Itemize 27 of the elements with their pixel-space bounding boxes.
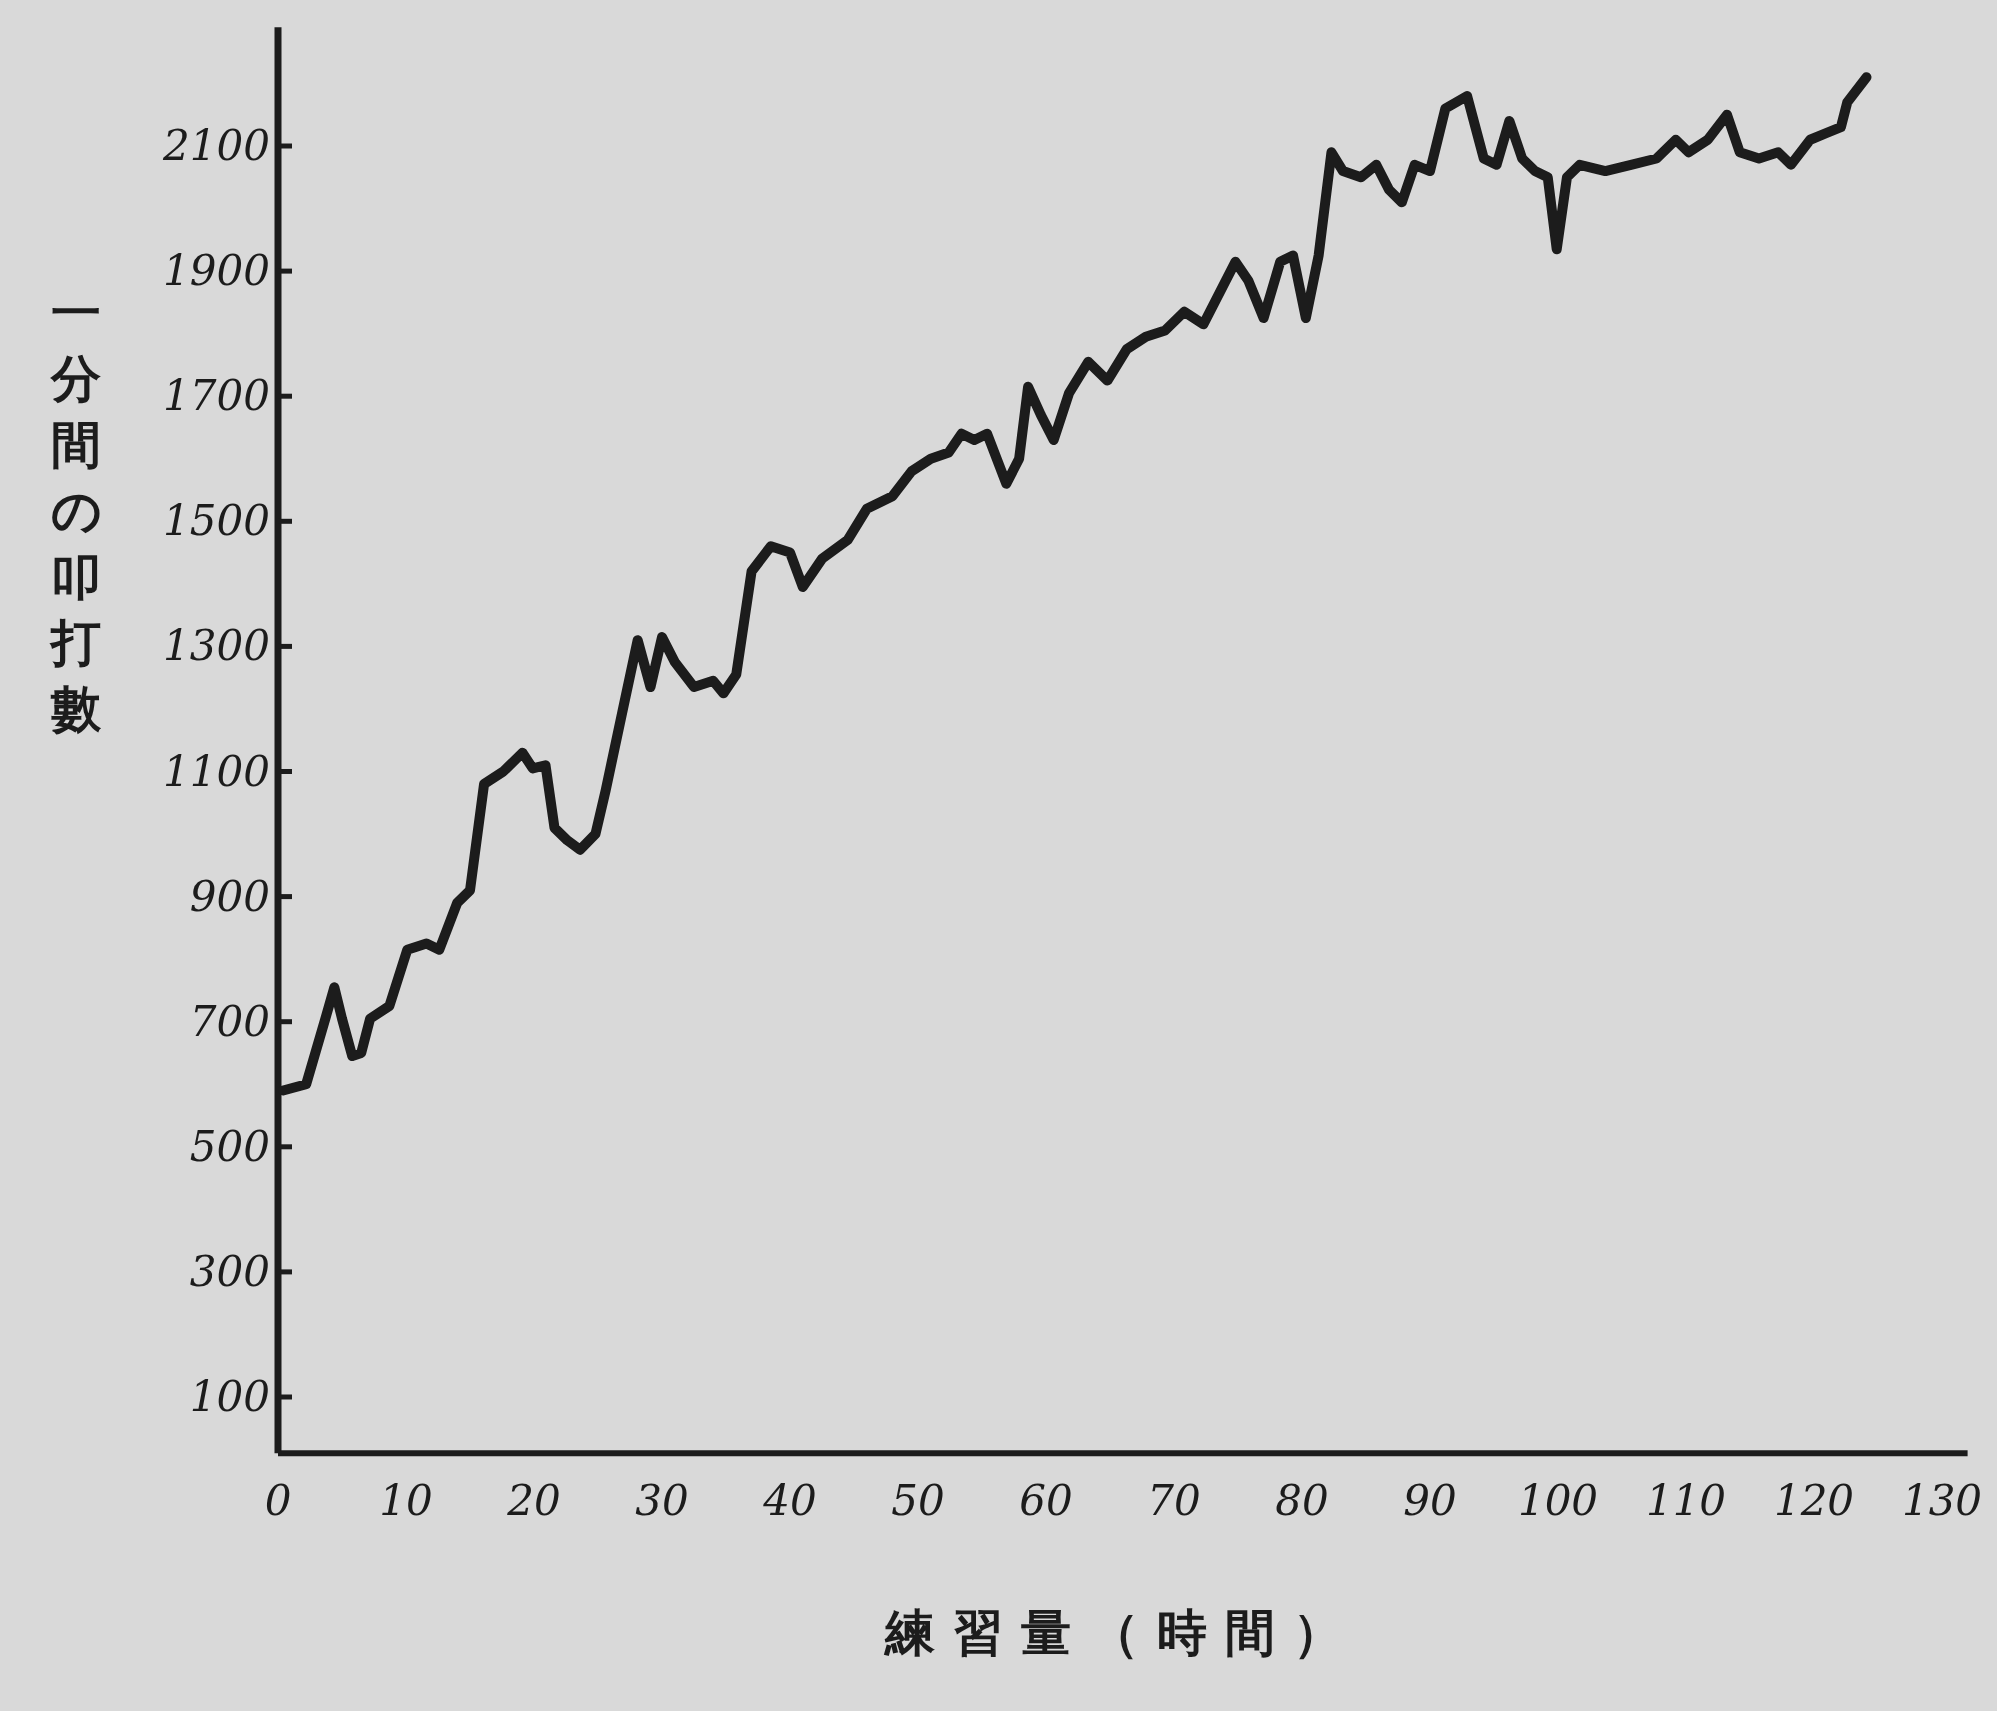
x-tick-label: 10 (379, 1476, 433, 1526)
x-tick-label: 70 (1147, 1476, 1201, 1526)
y-tick-label: 1700 (163, 371, 270, 421)
y-axis-title: 一分間の叩打數 (49, 284, 102, 738)
y-tick-label: 500 (189, 1121, 270, 1171)
y-tick-label: 1900 (163, 246, 270, 296)
y-tick-label: 2100 (162, 121, 270, 170)
x-tick-label: 20 (506, 1476, 561, 1526)
x-axis-title: 練習量（時間） (882, 1604, 1361, 1662)
x-tick-label: 30 (635, 1476, 689, 1526)
x-tick-label: 50 (891, 1476, 945, 1526)
y-tick-label: 900 (189, 871, 270, 921)
y-tick-label: 1300 (163, 621, 270, 671)
x-tick-label: 60 (1019, 1476, 1073, 1526)
x-tick-label: 110 (1645, 1476, 1727, 1526)
x-tick-label: 130 (1901, 1476, 1983, 1526)
y-tick-label: 300 (189, 1246, 270, 1296)
x-tick-label: 80 (1275, 1476, 1329, 1526)
x-tick-label: 40 (762, 1476, 817, 1526)
y-tick-label: 1100 (163, 746, 270, 796)
y-tick-label: 100 (189, 1372, 270, 1421)
y-tick-label: 700 (189, 996, 270, 1046)
x-tick-label: 120 (1773, 1476, 1855, 1526)
x-tick-label: 90 (1403, 1476, 1457, 1526)
y-tick-label: 1500 (163, 496, 270, 546)
x-tick-label: 0 (264, 1476, 292, 1526)
x-tick-label: 100 (1517, 1476, 1599, 1526)
